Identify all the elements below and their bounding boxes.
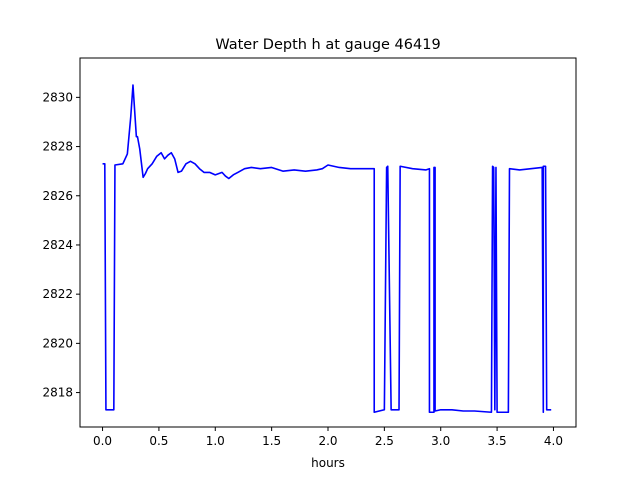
x-tick-label: 0.0: [93, 434, 112, 448]
y-tick-label: 2824: [42, 238, 73, 252]
x-tick-label: 0.5: [149, 434, 168, 448]
series-line: [102, 84, 552, 414]
x-axis-label: hours: [311, 456, 345, 470]
y-tick-label: 2820: [42, 336, 73, 350]
x-axis: 0.0 0.5 1.0 1.5 2.0 2.5 3.0 3.5 4.0: [93, 427, 563, 448]
x-tick-label: 1.0: [206, 434, 225, 448]
x-tick-label: 2.0: [318, 434, 337, 448]
y-tick-label: 2818: [42, 386, 73, 400]
x-tick-label: 3.5: [488, 434, 507, 448]
y-axis: 2818 2820 2822 2824 2826 2828 2830: [42, 90, 80, 400]
x-tick-label: 1.5: [262, 434, 281, 448]
chart-title: Water Depth h at gauge 46419: [215, 37, 440, 53]
y-tick-label: 2826: [42, 189, 73, 203]
y-tick-label: 2828: [42, 140, 73, 154]
x-tick-label: 4.0: [544, 434, 563, 448]
y-tick-label: 2822: [42, 287, 73, 301]
plot-area: [102, 84, 552, 414]
y-tick-label: 2830: [42, 90, 73, 104]
x-tick-label: 3.0: [431, 434, 450, 448]
x-tick-label: 2.5: [375, 434, 394, 448]
